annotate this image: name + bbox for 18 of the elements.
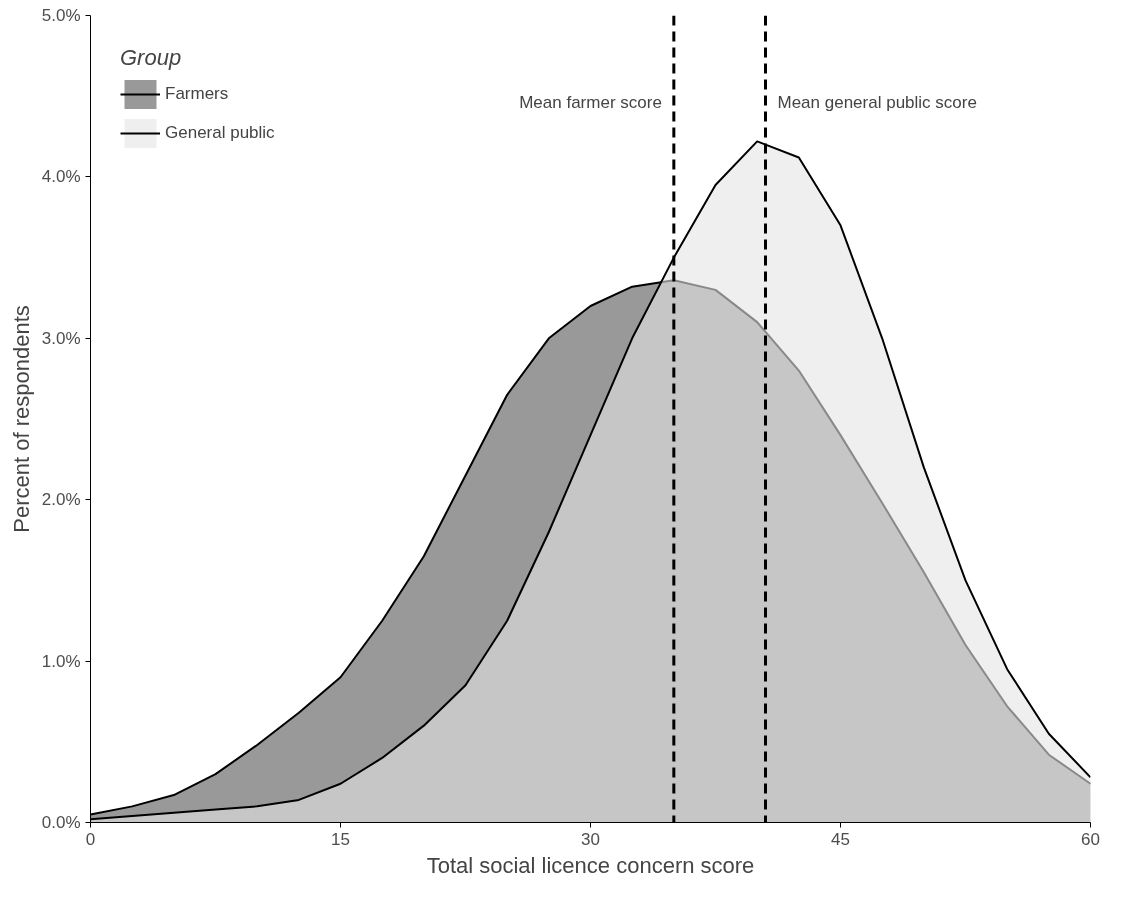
y-tick-label: 4.0% xyxy=(41,167,81,187)
ref-line-label: Mean general public score xyxy=(777,93,977,113)
ref-line-label: Mean farmer score xyxy=(519,93,662,113)
legend-label: Farmers xyxy=(165,84,229,104)
y-tick-label: 5.0% xyxy=(41,6,81,25)
y-tick-label: 1.0% xyxy=(41,651,81,671)
y-tick-label: 0.0% xyxy=(41,813,81,832)
x-axis-title: Total social licence concern score xyxy=(426,852,755,878)
x-tick-label: 45 xyxy=(831,829,850,849)
y-tick-label: 3.0% xyxy=(41,328,81,348)
legend-title: Group xyxy=(120,45,183,71)
x-tick-label: 60 xyxy=(1081,829,1100,849)
y-tick-label: 2.0% xyxy=(41,490,81,510)
y-axis-title: Percent of respondents xyxy=(8,305,34,533)
x-tick-label: 30 xyxy=(581,829,600,849)
legend-label: General public xyxy=(165,123,275,143)
x-tick-label: 0 xyxy=(85,829,96,849)
x-tick-label: 15 xyxy=(331,829,350,849)
